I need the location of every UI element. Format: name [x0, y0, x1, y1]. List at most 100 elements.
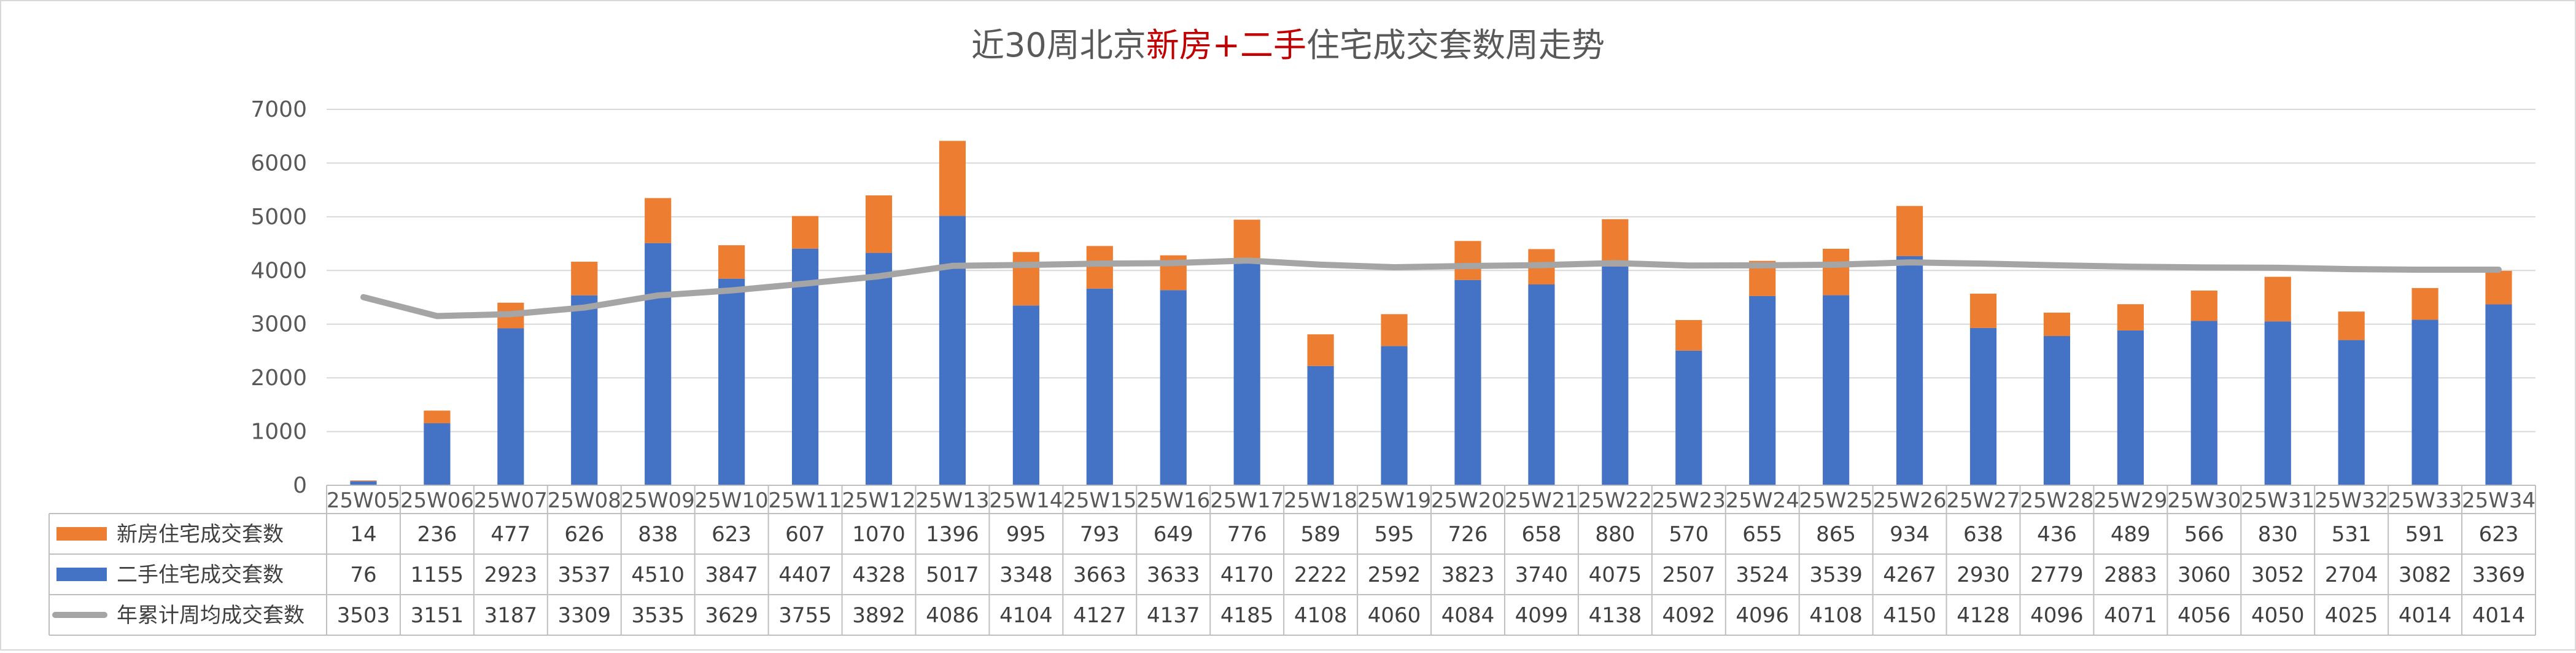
bar-used [2190, 321, 2217, 485]
table-cell: 3309 [558, 603, 611, 628]
chart-title: 近30周北京新房+二手住宅成交套数周走势 [971, 26, 1605, 65]
table-cell: 4407 [778, 563, 832, 587]
bar-used [645, 243, 672, 485]
category-label: 25W31 [2241, 488, 2314, 513]
table-cell: 4127 [1073, 603, 1127, 628]
table-cell: 4099 [1515, 603, 1569, 628]
table-cell: 477 [491, 522, 530, 547]
table-cell: 4096 [1736, 603, 1789, 628]
table-cell: 3082 [2399, 563, 2452, 587]
chart-title-part: 近30周北京 [971, 26, 1146, 65]
category-label: 25W17 [1210, 488, 1284, 513]
bar-used [2264, 321, 2291, 485]
table-cell: 4128 [1957, 603, 2010, 628]
table-cell: 595 [1375, 522, 1414, 547]
bar-used [1086, 288, 1113, 485]
table-cell: 4025 [2325, 603, 2378, 628]
table-cell: 3503 [337, 603, 390, 628]
bar-used [1528, 284, 1555, 485]
table-cell: 4092 [1662, 603, 1716, 628]
table-cell: 995 [1006, 522, 1046, 547]
bar-new [1454, 241, 1481, 280]
gridlines [327, 109, 2535, 486]
table-cell: 589 [1301, 522, 1341, 547]
table-cell: 626 [564, 522, 604, 547]
category-label: 25W19 [1357, 488, 1431, 513]
category-label: 25W25 [1799, 488, 1873, 513]
bar-used [1602, 266, 1629, 485]
category-label: 25W11 [768, 488, 842, 513]
table-cell: 531 [2332, 522, 2372, 547]
table-cell: 4170 [1220, 563, 1274, 587]
category-label: 25W15 [1063, 488, 1136, 513]
bar-new [865, 195, 893, 253]
table-cell: 2923 [484, 563, 538, 587]
table-cell: 2592 [1368, 563, 1421, 587]
y-axis: 0 1000 2000 3000 4000 5000 6000 7000 [250, 97, 307, 498]
category-label: 25W06 [400, 488, 474, 513]
table-cell: 3629 [705, 603, 758, 628]
legend-key-box [56, 568, 107, 581]
category-label: 25W20 [1431, 488, 1505, 513]
bar-new [2411, 287, 2438, 320]
table-cell: 2779 [2030, 563, 2084, 587]
data-table: 25W05 25W06 25W07 25W08 25W09 25W10 25W11 25W12… [48, 485, 2536, 636]
y-tick-label: 1000 [250, 420, 307, 445]
legend-key-box [56, 527, 107, 541]
bar-new [2117, 304, 2144, 330]
bar-new [571, 262, 598, 295]
category-label: 25W28 [2020, 488, 2093, 513]
table-cell: 934 [1890, 522, 1930, 547]
category-label: 25W21 [1505, 488, 1578, 513]
table-cell: 4108 [1809, 603, 1863, 628]
line-series [360, 257, 2502, 319]
bar-new [718, 245, 745, 279]
bar-used [865, 252, 893, 485]
legend-label: 年累计周均成交套数 [117, 603, 305, 628]
table-cell: 3060 [2178, 563, 2231, 587]
table-cell: 3151 [411, 603, 464, 628]
table-cell: 3524 [1736, 563, 1789, 587]
bar-new [1233, 219, 1260, 262]
bar-new [2485, 270, 2512, 305]
table-cell: 838 [638, 522, 678, 547]
bar-new [1012, 252, 1039, 306]
table-cell: 14 [350, 522, 376, 547]
table-cell: 4014 [2399, 603, 2452, 628]
category-label: 25W13 [915, 488, 989, 513]
bar-used [571, 295, 598, 485]
chart-title-part: 住宅成交套数周走势 [1306, 26, 1605, 65]
category-label: 25W16 [1136, 488, 1210, 513]
bar-used [1233, 261, 1260, 485]
table-cell: 4096 [2030, 603, 2084, 628]
bar-used [1307, 366, 1334, 485]
bar-used [2117, 330, 2144, 485]
table-cell: 236 [417, 522, 457, 547]
bar-used [1160, 290, 1187, 485]
bar-new [2043, 312, 2071, 337]
table-cell: 3537 [558, 563, 611, 587]
bar-used [718, 278, 745, 485]
table-cell: 4050 [2251, 603, 2305, 628]
table-cell: 4267 [1883, 563, 1936, 587]
table-cell: 4056 [2178, 603, 2231, 628]
bar-new [2190, 290, 2217, 321]
bar-new [939, 141, 966, 216]
table-cell: 2222 [1294, 563, 1348, 587]
table-cell: 2704 [2325, 563, 2378, 587]
table-cell: 4185 [1220, 603, 1274, 628]
bar-used [1012, 305, 1039, 485]
table-cell: 1396 [926, 522, 979, 547]
bar-used [2338, 340, 2365, 485]
table-cell: 658 [1521, 522, 1561, 547]
bar-used [791, 248, 819, 485]
table-cell: 3892 [852, 603, 906, 628]
bar-used [2485, 304, 2512, 485]
bar-used [1381, 346, 1408, 485]
table-cell: 4137 [1147, 603, 1200, 628]
bar-new [1823, 248, 1850, 295]
category-label: 25W10 [695, 488, 769, 513]
category-label: 25W33 [2388, 488, 2462, 513]
bar-new [2264, 276, 2291, 322]
bar-used [350, 481, 377, 485]
